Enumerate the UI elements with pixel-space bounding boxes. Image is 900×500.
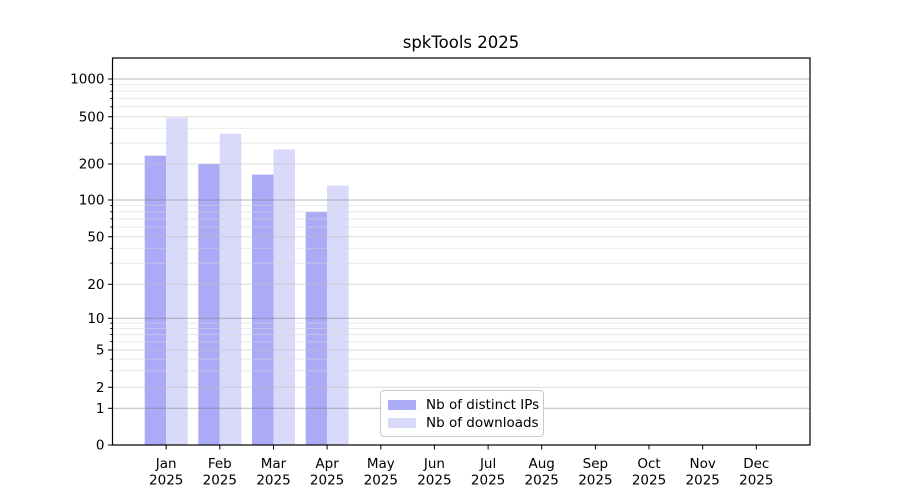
bar-feb-series1 [219, 133, 242, 445]
y-tick-label: 200 [79, 157, 105, 173]
bar-feb-series0 [198, 164, 220, 445]
bar-jan-series0 [144, 155, 167, 445]
x-tick-label-year: 2025 [364, 473, 398, 489]
x-tick-label-year: 2025 [203, 473, 237, 489]
x-tick-label-month: Apr [315, 456, 339, 472]
y-tick-label: 20 [87, 277, 104, 293]
plot-frame [111, 57, 811, 446]
y-tick-label: 100 [79, 193, 105, 209]
legend-swatch-distinct-ips [388, 399, 416, 410]
x-tick-label-year: 2025 [739, 473, 773, 489]
x-tick-label-year: 2025 [525, 473, 559, 489]
x-tick-label-year: 2025 [149, 473, 183, 489]
y-tick-label: 0 [96, 438, 105, 454]
x-tick-label-month: Aug [529, 456, 555, 472]
bar-jan-series1 [166, 117, 188, 445]
y-tick-label: 1 [96, 401, 105, 417]
x-tick-label-month: Jun [423, 456, 445, 472]
x-tick-label-month: Nov [690, 456, 716, 472]
legend-label-downloads: Nb of downloads [426, 414, 539, 431]
y-tick-label: 50 [87, 229, 104, 245]
x-tick-label-year: 2025 [471, 473, 505, 489]
bar-mar-series1 [273, 149, 295, 445]
legend-swatch-downloads [388, 417, 416, 428]
legend-item-distinct-ips: Nb of distinct IPs [388, 397, 539, 413]
y-tick-label: 2 [96, 380, 105, 396]
x-tick-label-month: Dec [743, 456, 769, 472]
x-tick-label-month: Jul [479, 456, 496, 472]
x-tick-label-year: 2025 [686, 473, 720, 489]
x-tick-label-month: Sep [583, 456, 608, 472]
legend-item-downloads: Nb of downloads [388, 415, 539, 431]
legend: Nb of distinct IPs Nb of downloads [380, 390, 544, 437]
y-tick-label: 1000 [70, 72, 104, 88]
x-tick-label-month: May [367, 456, 395, 472]
y-tick-label: 5 [96, 343, 105, 359]
x-tick-label-year: 2025 [578, 473, 612, 489]
x-tick-label-year: 2025 [417, 473, 451, 489]
x-tick-label-month: Oct [637, 456, 660, 472]
x-tick-label-month: Jan [155, 456, 177, 472]
legend-label-distinct-ips: Nb of distinct IPs [426, 396, 540, 413]
x-tick-label-year: 2025 [256, 473, 290, 489]
chart-title: spkTools 2025 [402, 33, 520, 52]
y-tick-label: 10 [87, 311, 104, 327]
x-tick-label-year: 2025 [310, 473, 344, 489]
x-tick-label-year: 2025 [632, 473, 666, 489]
bar-apr-series1 [327, 185, 349, 445]
x-tick-label-month: Mar [261, 456, 287, 472]
x-tick-label-month: Feb [208, 456, 232, 472]
y-tick-label: 500 [79, 109, 105, 125]
bar-mar-series0 [252, 174, 274, 445]
